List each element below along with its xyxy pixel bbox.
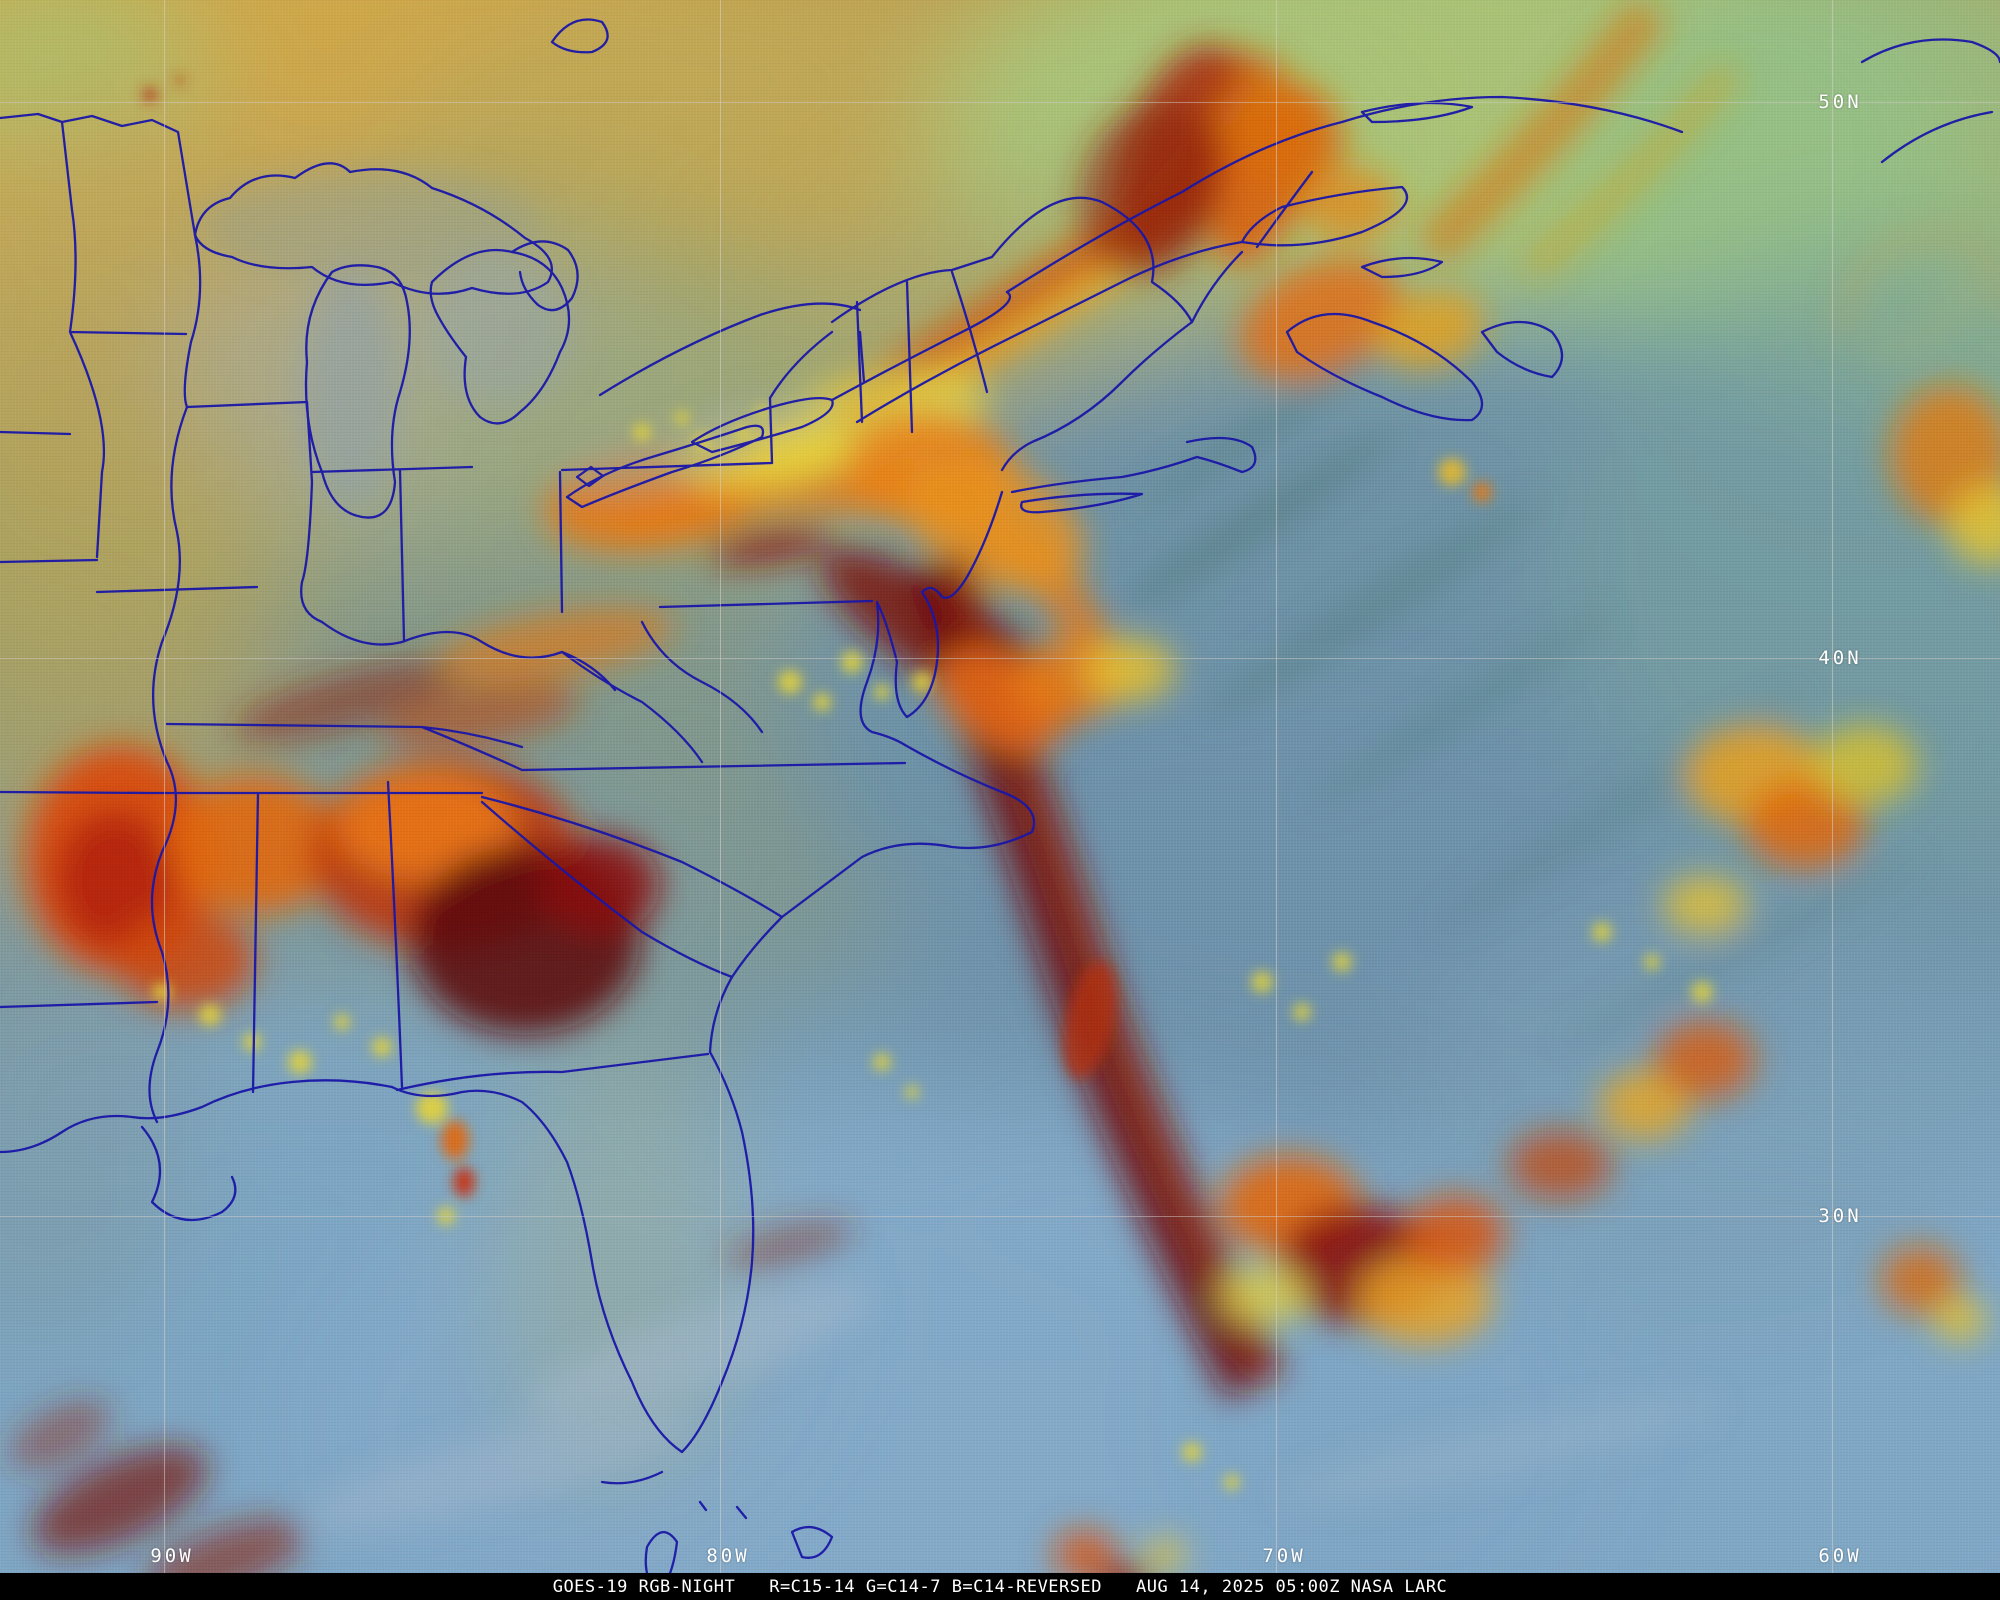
meridian-gridline-90W bbox=[164, 0, 165, 1573]
florida-outline bbox=[390, 1050, 755, 1485]
meridian-gridline-70W bbox=[1276, 0, 1277, 1573]
mississippi-river bbox=[148, 405, 189, 1124]
longitude-label-60W: 60W bbox=[1818, 1545, 1862, 1567]
prince-edward-island bbox=[1360, 256, 1444, 279]
latitude-label-40N: 40N bbox=[1818, 647, 1862, 669]
parallel-gridline-50N bbox=[0, 102, 2000, 103]
newfoundland-coast bbox=[1860, 38, 2000, 164]
lake-huron-outline bbox=[429, 248, 571, 425]
nova-scotia-outline bbox=[1285, 312, 1484, 422]
caption-bar: GOES-19 RGB-NIGHT R=C15-14 G=C14-7 B=C14… bbox=[0, 1573, 2000, 1600]
timestamp: AUG 14, 2025 05:00Z NASA LARC bbox=[1135, 1576, 1448, 1597]
longitude-label-70W: 70W bbox=[1262, 1545, 1306, 1567]
new-brunswick-coast bbox=[1255, 170, 1314, 249]
longitude-label-80W: 80W bbox=[706, 1545, 750, 1567]
lake-michigan-outline bbox=[304, 264, 411, 519]
parallel-gridline-40N bbox=[0, 658, 2000, 659]
atlantic-coast-northeast bbox=[1000, 250, 1257, 494]
midwest-state-lines bbox=[0, 120, 774, 642]
lake-superior-outline bbox=[193, 162, 553, 295]
st-lawrence-river bbox=[598, 240, 1244, 424]
georgian-bay-outline bbox=[510, 240, 579, 312]
appalachian-state-lines bbox=[560, 599, 874, 764]
channel-recipe: R=C15-14 G=C14-7 B=C14-REVERSED bbox=[769, 1576, 1102, 1597]
cape-breton-outline bbox=[1480, 320, 1564, 379]
chesapeake-delmarva-coast bbox=[859, 490, 1004, 747]
gaspe-peninsula bbox=[1240, 185, 1408, 247]
northern-lake-outline bbox=[550, 18, 609, 54]
meridian-gridline-60W bbox=[1832, 0, 1833, 1573]
carolina-coast bbox=[708, 743, 1036, 1054]
us-canada-border bbox=[0, 112, 197, 237]
parallel-gridline-30N bbox=[0, 1216, 2000, 1217]
long-island-outline bbox=[1020, 492, 1144, 514]
latitude-label-50N: 50N bbox=[1818, 91, 1862, 113]
longitude-label-90W: 90W bbox=[150, 1545, 194, 1567]
anticosti-island bbox=[1360, 101, 1474, 124]
product-name: GOES-19 RGB-NIGHT bbox=[552, 1576, 736, 1597]
new-england-borders bbox=[830, 196, 1194, 434]
meridian-gridline-80W bbox=[720, 0, 721, 1573]
new-york-border bbox=[768, 330, 834, 465]
southern-state-lines bbox=[0, 722, 907, 1094]
lake-erie-outline bbox=[565, 424, 765, 509]
gulf-coast bbox=[0, 1079, 394, 1222]
latitude-label-30N: 30N bbox=[1818, 1205, 1862, 1227]
convective-speckles bbox=[142, 75, 1713, 1490]
